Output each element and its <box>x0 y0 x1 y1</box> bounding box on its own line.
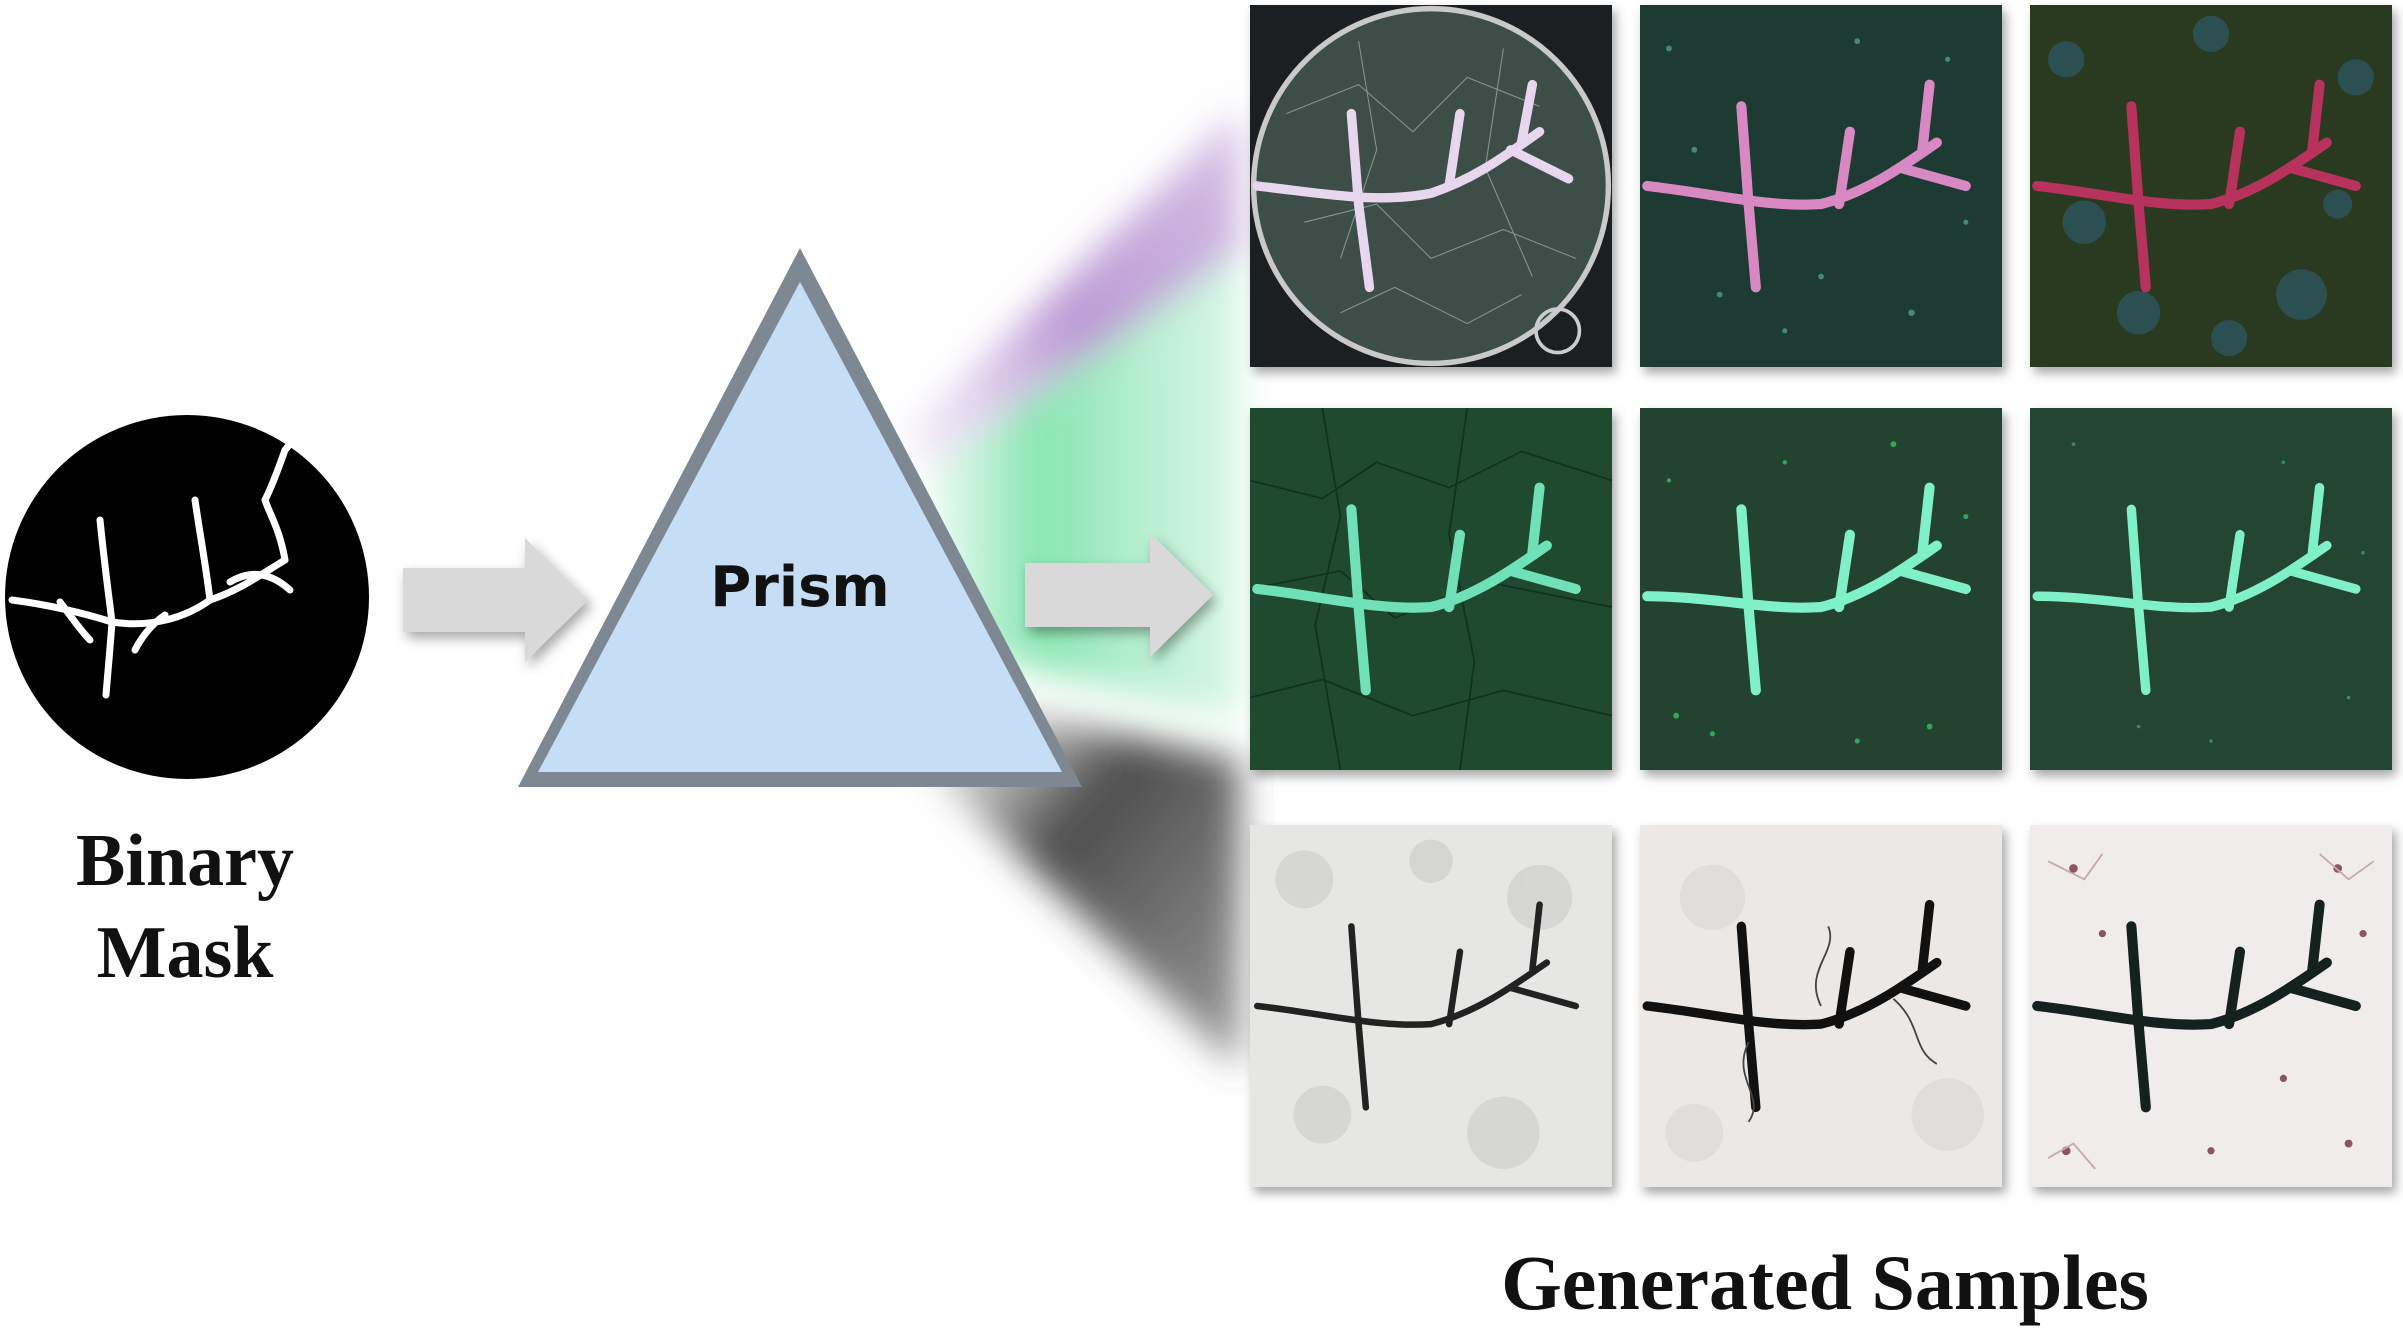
sample-tile-r2c3 <box>2030 408 2392 770</box>
prism-triangle-inner <box>538 282 1062 772</box>
sample-tile-r2c1 <box>1250 408 1612 770</box>
binary-mask-caption: Binary Mask <box>20 815 350 999</box>
beam-gray <box>920 700 1240 1070</box>
arrow-mask-to-prism <box>403 538 588 662</box>
sample-tile-r3c2 <box>1640 825 2002 1187</box>
binary-mask-caption-line1: Binary <box>76 820 294 902</box>
binary-mask-caption-line2: Mask <box>96 912 274 994</box>
sample-tile-r3c1 <box>1250 825 1612 1187</box>
sample-tile-r2c2 <box>1640 408 2002 770</box>
sample-tile-r1c1 <box>1250 5 1612 367</box>
beam-purple <box>900 110 1240 470</box>
sample-tile-r3c3 <box>2030 825 2392 1187</box>
sample-tile-r1c3 <box>2030 5 2392 367</box>
arrow-prism-to-samples <box>1025 533 1213 657</box>
prism-label: Prism <box>710 555 890 620</box>
binary-mask-image <box>5 415 369 779</box>
generated-samples-caption: Generated Samples <box>1501 1239 2149 1326</box>
sample-tile-r1c2 <box>1640 5 2002 367</box>
